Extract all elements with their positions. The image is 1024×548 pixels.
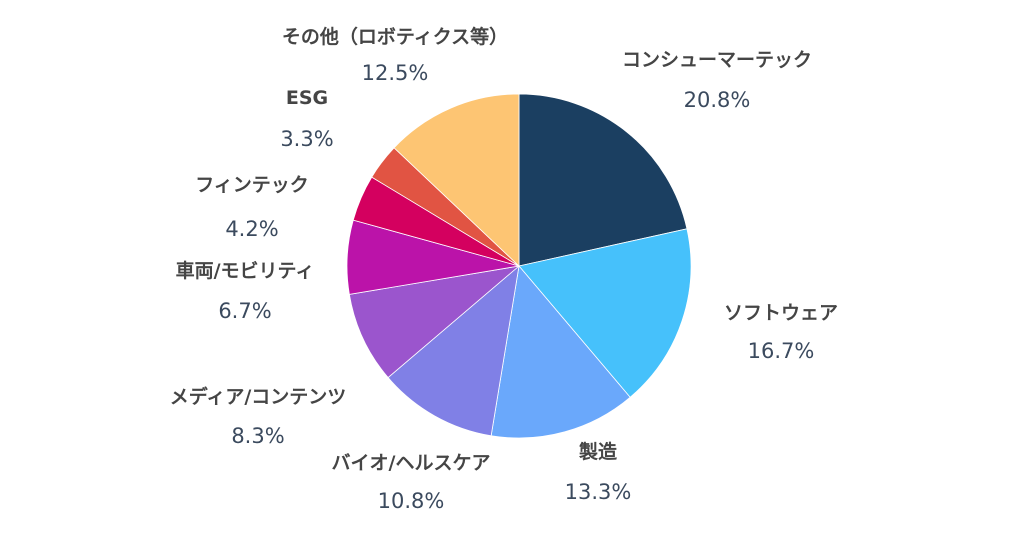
slice-value-label: 12.5%	[362, 61, 429, 85]
slice-label: ソフトウェア	[724, 302, 838, 324]
slice-label: バイオ/ヘルスケア	[332, 452, 491, 474]
pie-slice	[518, 228, 692, 398]
slice-label: その他（ロボティクス等）	[282, 25, 508, 48]
pie-slice	[490, 265, 631, 439]
slice-value-label: 4.2%	[225, 217, 278, 241]
slice-label: コンシューマーテック	[622, 49, 812, 71]
pie-slice	[387, 264, 520, 437]
slice-label: ESG	[286, 87, 328, 109]
pie-slice	[393, 93, 520, 267]
slice-label: 車両/モビリティ	[176, 259, 315, 282]
slice-label: フィンテック	[195, 174, 309, 196]
slice-value-label: 16.7%	[748, 339, 815, 363]
pie-slice	[348, 265, 521, 379]
slice-value-label: 3.3%	[280, 127, 333, 151]
slice-value-label: 10.8%	[378, 489, 445, 513]
slice-value-label: 8.3%	[231, 424, 284, 448]
pie-slice	[518, 93, 688, 267]
slice-value-label: 6.7%	[218, 299, 271, 323]
slice-label: 製造	[578, 440, 618, 463]
slice-value-label: 20.8%	[684, 88, 751, 112]
slice-label: メディア/コンテンツ	[170, 385, 347, 408]
slice-value-label: 13.3%	[565, 480, 632, 504]
